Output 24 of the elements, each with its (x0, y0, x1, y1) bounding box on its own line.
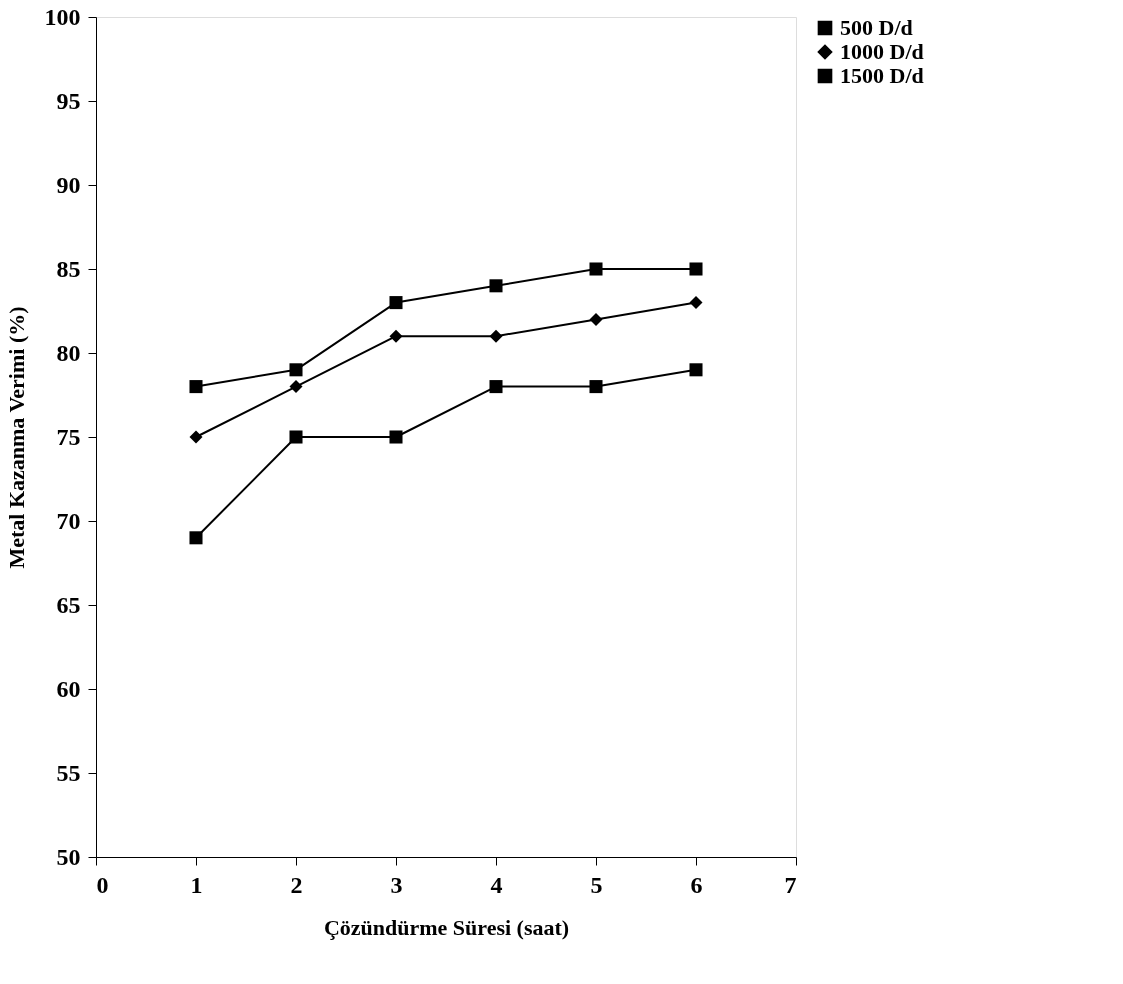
y-tick-label: 70 (56, 507, 81, 534)
y-tick-label: 90 (56, 171, 81, 198)
y-axis-title: Metal Kazanma Verimi (%) (3, 306, 29, 569)
x-axis-title: Çözündürme Süresi (saat) (323, 914, 570, 940)
legend-label: 1000 D/d (840, 39, 924, 64)
y-tick-label: 80 (56, 339, 81, 366)
x-tick-label: 3 (390, 871, 403, 898)
x-tick-label: 6 (690, 871, 703, 898)
legend-label: 1500 D/d (840, 63, 924, 88)
x-tick-label: 2 (290, 871, 303, 898)
y-tick-label: 50 (56, 843, 81, 870)
y-tick-label: 60 (56, 675, 81, 702)
y-tick-label: 85 (56, 255, 81, 282)
x-tick-label: 4 (490, 871, 503, 898)
x-tick-label: 1 (190, 871, 203, 898)
y-tick-label: 95 (56, 87, 81, 114)
y-tick-label: 65 (56, 591, 81, 618)
y-tick-label: 75 (56, 423, 81, 450)
legend-label: 500 D/d (840, 15, 913, 40)
y-tick-label: 100 (44, 3, 81, 30)
x-tick-label: 0 (96, 871, 109, 898)
x-tick-label: 7 (784, 871, 797, 898)
y-tick-label: 55 (56, 759, 81, 786)
x-tick-label: 5 (590, 871, 603, 898)
